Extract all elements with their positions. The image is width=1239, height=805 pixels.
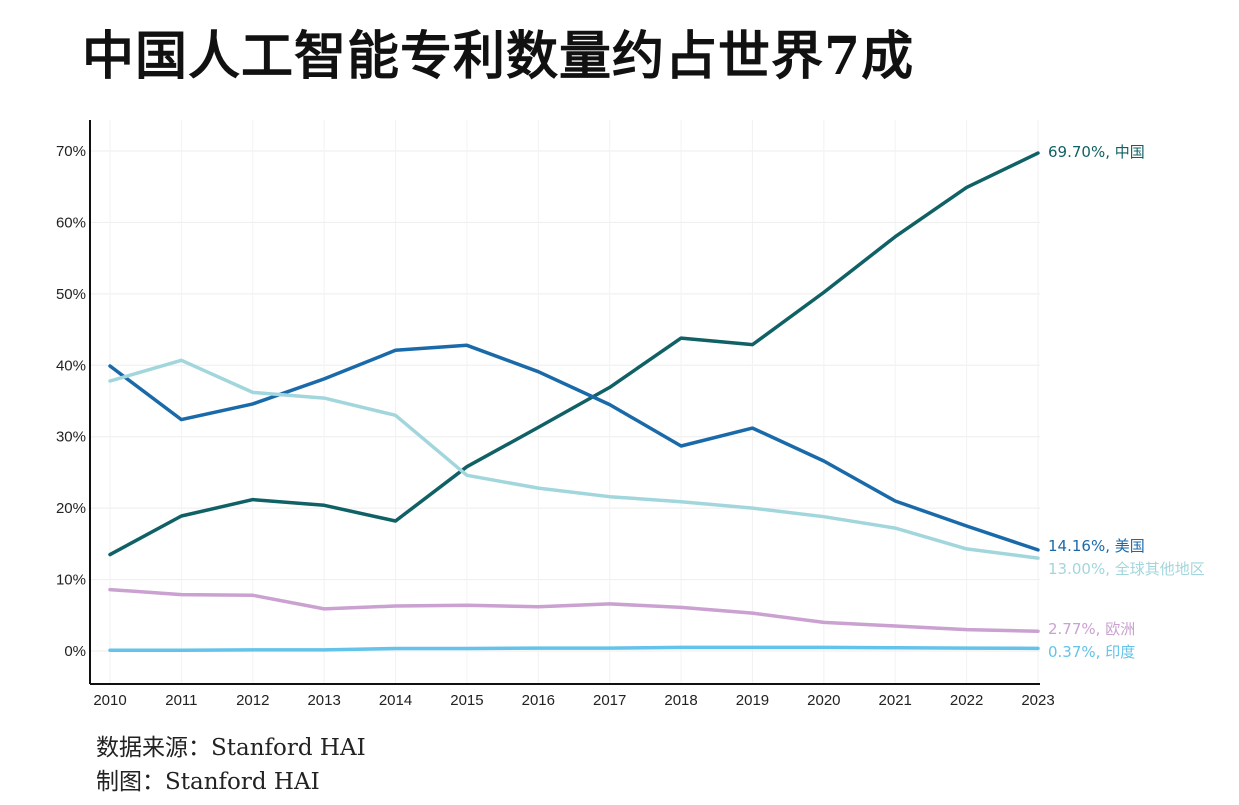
y-tick-label: 40% xyxy=(56,357,86,374)
series-line-1 xyxy=(108,343,1040,552)
x-tick-label: 2021 xyxy=(879,692,912,709)
chart-axes xyxy=(89,120,1040,685)
y-tick-label: 70% xyxy=(56,143,86,160)
chart-title: 中国人工智能专利数量约占世界7成 xyxy=(82,26,915,87)
series-end-label: 13.00%, 全球其他地区 xyxy=(1048,560,1205,578)
series-lines xyxy=(108,151,1040,653)
x-tick-labels: 2010 2011 2012 2013 2014 2015 2016 2017 2018 2019… xyxy=(93,692,1054,709)
series-line-0 xyxy=(108,151,1040,557)
y-tick-label: 60% xyxy=(56,214,86,231)
grid-lines xyxy=(90,120,1040,684)
series-end-label: 2.77%, 欧洲 xyxy=(1048,620,1135,638)
y-tick-labels: 0% 10% 20% 30% 40% 50% 60% 70% xyxy=(56,143,86,660)
y-tick-label: 0% xyxy=(64,643,86,660)
series-end-label: 69.70%, 中国 xyxy=(1048,143,1145,161)
y-tick-label: 10% xyxy=(56,572,86,589)
x-tick-label: 2010 xyxy=(93,692,126,709)
y-tick-label: 20% xyxy=(56,500,86,517)
x-tick-label: 2018 xyxy=(664,692,697,709)
series-line-3 xyxy=(108,587,1040,633)
x-tick-label: 2023 xyxy=(1021,692,1054,709)
x-tick-label: 2020 xyxy=(807,692,840,709)
x-tick-label: 2019 xyxy=(736,692,769,709)
x-tick-label: 2013 xyxy=(307,692,340,709)
series-line-4 xyxy=(108,645,1040,653)
series-end-label: 0.37%, 印度 xyxy=(1048,643,1135,661)
x-tick-label: 2016 xyxy=(522,692,555,709)
x-tick-label: 2015 xyxy=(450,692,483,709)
chart-credit-note: 制图：Stanford HAI xyxy=(96,769,320,795)
series-end-labels: 69.70%, 中国 14.16%, 美国 13.00%, 全球其他地区 2.77%,… xyxy=(1048,143,1205,661)
x-tick-label: 2017 xyxy=(593,692,626,709)
data-source-note: 数据来源：Stanford HAI xyxy=(96,735,366,761)
x-tick-label: 2011 xyxy=(165,692,197,709)
y-tick-label: 50% xyxy=(56,286,86,303)
x-tick-label: 2014 xyxy=(379,692,412,709)
x-tick-label: 2022 xyxy=(950,692,983,709)
x-tick-label: 2012 xyxy=(236,692,269,709)
y-tick-label: 30% xyxy=(56,429,86,446)
series-line-2 xyxy=(108,358,1040,560)
series-end-label: 14.16%, 美国 xyxy=(1048,537,1145,555)
